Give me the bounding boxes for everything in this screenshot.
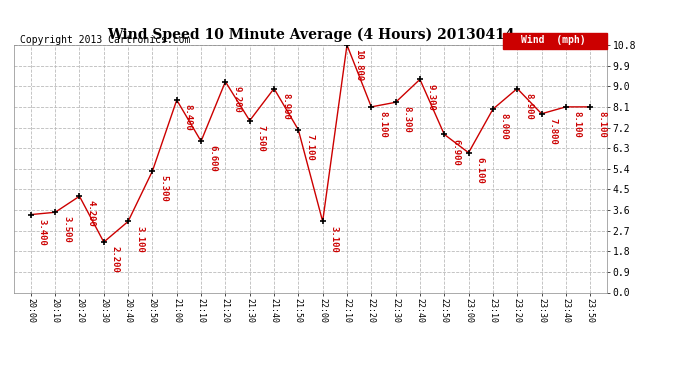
Text: 6.900: 6.900 [451,138,460,165]
Text: 9.200: 9.200 [233,86,241,113]
Text: 8.300: 8.300 [402,106,411,134]
Text: Wind  (mph): Wind (mph) [522,35,586,45]
Text: 3.100: 3.100 [330,226,339,252]
Text: 5.300: 5.300 [159,175,168,202]
Text: 7.500: 7.500 [257,125,266,152]
Text: 8.100: 8.100 [597,111,606,138]
Text: 2.200: 2.200 [110,246,120,273]
Text: 8.400: 8.400 [184,104,193,131]
Text: 8.100: 8.100 [378,111,387,138]
Text: 3.100: 3.100 [135,226,144,252]
Text: 7.100: 7.100 [305,134,314,161]
Text: 6.600: 6.600 [208,146,217,172]
Text: 8.900: 8.900 [524,93,533,120]
Text: 8.900: 8.900 [281,93,290,120]
Text: 8.100: 8.100 [573,111,582,138]
Text: 8.000: 8.000 [500,113,509,140]
FancyBboxPatch shape [504,33,607,49]
Text: 10.800: 10.800 [354,49,363,81]
Text: 3.400: 3.400 [38,219,47,246]
Text: 9.300: 9.300 [427,84,436,110]
Text: 6.100: 6.100 [475,157,484,184]
Title: Wind Speed 10 Minute Average (4 Hours) 20130414: Wind Speed 10 Minute Average (4 Hours) 2… [107,28,514,42]
Text: 7.800: 7.800 [549,118,558,145]
Text: 4.200: 4.200 [86,200,95,227]
Text: Copyright 2013 Cartronics.com: Copyright 2013 Cartronics.com [20,35,190,45]
Text: 3.500: 3.500 [62,216,71,243]
